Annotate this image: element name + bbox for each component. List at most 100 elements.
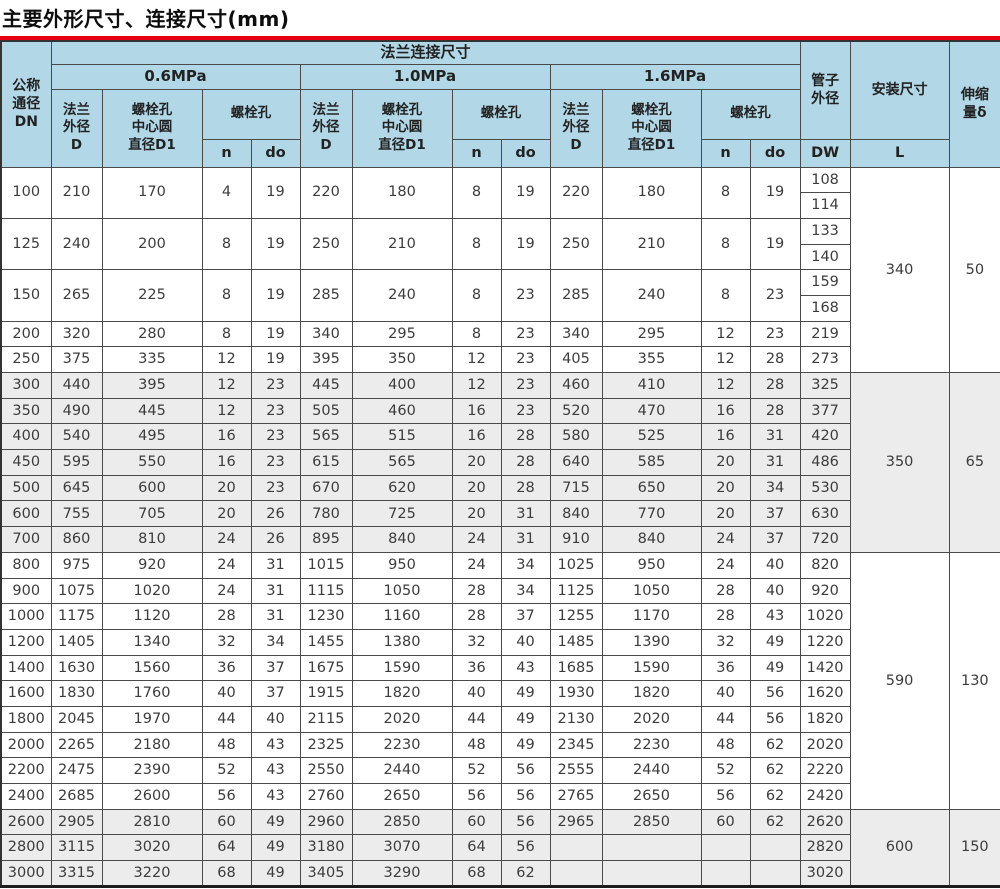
cell-do-06: 23 — [250, 397, 301, 425]
cell-bolt-circle-06: 1970 — [101, 705, 203, 733]
cell-dn: 200 — [0, 320, 52, 348]
cell-flange-od-06: 755 — [50, 500, 103, 528]
cell-bolt-circle-06: 2390 — [101, 757, 203, 784]
cell-flange-od-06: 2685 — [50, 783, 103, 810]
cell-dw: 219 — [799, 320, 851, 348]
cell-do-16: 23 — [749, 269, 801, 322]
cell-n-06: 52 — [201, 757, 252, 784]
cell-n-06: 8 — [201, 217, 252, 271]
cell-do-16: 62 — [749, 731, 801, 759]
cell-do-06: 31 — [250, 603, 301, 630]
cell-flange-od-16 — [549, 834, 603, 862]
table-row: 125 240 200 8 19 250 210 8 19 250 210 8 19 133 — [0, 217, 1000, 271]
cell-dw: 159 — [799, 269, 851, 296]
cell-flange-od-10: 1115 — [299, 577, 353, 605]
cell-do-16: 43 — [749, 603, 801, 630]
cell-flange-od-06: 440 — [50, 372, 103, 399]
cell-do-16: 28 — [749, 372, 801, 399]
header-bolt-circle-16: 螺栓孔 中心圆 直径D1 — [601, 88, 702, 168]
cell-bolt-circle-06: 2180 — [101, 731, 203, 759]
cell-do-10: 56 — [500, 783, 551, 810]
cell-flange-od-06: 2475 — [50, 757, 103, 784]
table-row: 600 755 705 20 26 780 725 20 31 840 770 20 37 630 — [0, 500, 1000, 528]
cell-do-10: 34 — [500, 577, 551, 605]
cell-dw: 273 — [799, 346, 851, 373]
cell-n-10: 28 — [451, 603, 502, 630]
cell-n-16: 20 — [700, 500, 751, 528]
cell-flange-od-16: 460 — [549, 372, 603, 399]
cell-n-16: 8 — [700, 217, 751, 271]
cell-dn: 2600 — [0, 808, 52, 836]
cell-do-06: 31 — [250, 577, 301, 605]
cell-do-10: 28 — [500, 449, 551, 476]
cell-bolt-circle-10: 1820 — [351, 680, 453, 707]
cell-do-06: 34 — [250, 628, 301, 656]
cell-flange-od-06: 1175 — [50, 603, 103, 630]
cell-bolt-circle-16 — [601, 834, 702, 862]
table-row: 700 860 810 24 26 895 840 24 31 910 840 24 37 720 — [0, 526, 1000, 553]
cell-do-06: 26 — [250, 500, 301, 528]
cell-dn: 450 — [0, 449, 52, 476]
header-bolt-holes-06: 螺栓孔 — [201, 88, 301, 140]
cell-do-10: 28 — [500, 423, 551, 451]
header-dw: DW — [799, 138, 851, 168]
cell-bolt-circle-10: 1050 — [351, 577, 453, 605]
dimensions-table: 公称 通径 DN 法兰连接尺寸 管子 外径 安装尺寸 伸缩 量δ 0.6MPa … — [0, 40, 1000, 888]
cell-n-16: 36 — [700, 654, 751, 682]
cell-bolt-circle-06: 170 — [101, 166, 203, 219]
cell-flange-od-06: 3115 — [50, 834, 103, 862]
cell-n-10: 32 — [451, 628, 502, 656]
cell-do-06: 23 — [250, 423, 301, 451]
cell-bolt-circle-10: 1380 — [351, 628, 453, 656]
cell-do-10: 23 — [500, 372, 551, 399]
cell-n-06: 24 — [201, 551, 252, 579]
header-install: 安装尺寸 — [849, 40, 950, 140]
cell-flange-od-10: 1675 — [299, 654, 353, 682]
cell-do-10: 56 — [500, 834, 551, 862]
cell-bolt-circle-10: 3290 — [351, 860, 453, 887]
cell-n-10: 36 — [451, 654, 502, 682]
cell-dn: 800 — [0, 551, 52, 579]
cell-flange-od-06: 210 — [50, 166, 103, 219]
cell-bolt-circle-06: 3220 — [101, 860, 203, 887]
cell-flange-od-10: 1455 — [299, 628, 353, 656]
cell-flange-od-06: 1630 — [50, 654, 103, 682]
header-flange-group: 法兰连接尺寸 — [50, 40, 801, 65]
cell-bolt-circle-16: 240 — [601, 269, 702, 322]
table-body: 100 210 170 4 19 220 180 8 19 220 180 8 19 108 340 50 11… — [0, 166, 1000, 887]
cell-bolt-circle-10: 515 — [351, 423, 453, 451]
cell-n-06: 64 — [201, 834, 252, 862]
table-row: 200 320 280 8 19 340 295 8 23 340 295 12 23 219 — [0, 320, 1000, 348]
header-row-1: 公称 通径 DN 法兰连接尺寸 管子 外径 安装尺寸 伸缩 量δ — [0, 40, 1000, 168]
cell-flange-od-10: 285 — [299, 269, 353, 322]
cell-bolt-circle-06: 280 — [101, 320, 203, 348]
cell-bolt-circle-16: 650 — [601, 474, 702, 502]
cell-flange-od-16: 520 — [549, 397, 603, 425]
cell-do-16: 40 — [749, 551, 801, 579]
cell-n-16: 28 — [700, 577, 751, 605]
cell-flange-od-16: 715 — [549, 474, 603, 502]
table-row: 150 265 225 8 19 285 240 8 23 285 240 8 23 159 — [0, 269, 1000, 322]
cell-bolt-circle-16: 410 — [601, 372, 702, 399]
cell-do-06: 19 — [250, 320, 301, 348]
cell-bolt-circle-06: 1560 — [101, 654, 203, 682]
cell-dn: 1200 — [0, 628, 52, 656]
cell-do-06: 43 — [250, 731, 301, 759]
cell-n-10: 12 — [451, 372, 502, 399]
cell-n-16: 24 — [700, 526, 751, 553]
cell-flange-od-06: 645 — [50, 474, 103, 502]
cell-flange-od-06: 490 — [50, 397, 103, 425]
cell-flange-od-06: 2905 — [50, 808, 103, 836]
cell-do-10: 43 — [500, 654, 551, 682]
cell-do-10: 28 — [500, 474, 551, 502]
cell-do-10: 56 — [500, 808, 551, 836]
cell-dn: 100 — [0, 166, 52, 219]
header-pressure-06: 0.6MPa — [50, 63, 301, 90]
cell-do-10: 56 — [500, 757, 551, 784]
cell-bolt-circle-16 — [601, 860, 702, 887]
cell-bolt-circle-10: 2850 — [351, 808, 453, 836]
header-row-4: n do n do n do DW L — [1, 138, 1000, 168]
cell-dw: 530 — [799, 474, 851, 502]
cell-dw: 820 — [799, 551, 851, 579]
cell-flange-od-16: 2965 — [549, 808, 603, 836]
